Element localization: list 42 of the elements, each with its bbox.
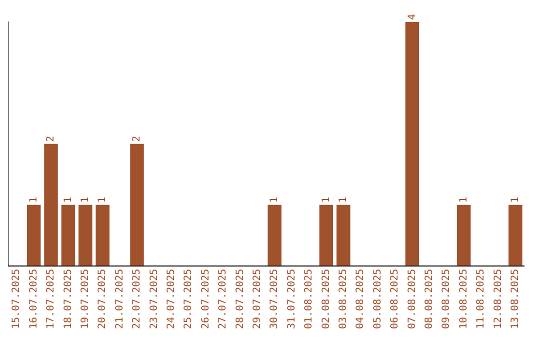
x-tick-label: 28.07.2025 xyxy=(234,268,246,330)
x-tick-label: 13.08.2025 xyxy=(510,268,521,330)
x-tick-label: 21.07.2025 xyxy=(114,268,126,330)
x-tick-label: 18.07.2025 xyxy=(62,268,74,330)
x-tick-label: 16.07.2025 xyxy=(28,268,40,330)
x-tick-label: 17.07.2025 xyxy=(46,268,57,330)
data-label: 1 xyxy=(97,196,108,203)
x-tick-label: 12.08.2025 xyxy=(492,268,504,330)
x-tick-label: 26.07.2025 xyxy=(200,268,212,330)
x-tick-label: 11.08.2025 xyxy=(476,268,487,330)
x-tick-label: 10.08.2025 xyxy=(458,268,470,330)
data-label: 2 xyxy=(46,136,57,142)
x-tick-label: 29.07.2025 xyxy=(252,268,263,330)
x-tick-label: 02.08.2025 xyxy=(320,268,332,330)
x-tick-label: 01.08.2025 xyxy=(304,268,315,330)
x-tick-label: 30.07.2025 xyxy=(269,268,280,330)
data-label: 1 xyxy=(62,196,74,203)
data-label: 1 xyxy=(320,196,332,203)
x-tick-label: 22.07.2025 xyxy=(132,268,143,330)
x-tick-label: 07.08.2025 xyxy=(406,268,418,330)
x-tick-label: 04.08.2025 xyxy=(355,268,366,330)
x-tick-label: 15.07.2025 xyxy=(11,268,22,330)
x-tick-label: 20.07.2025 xyxy=(97,268,108,330)
data-label: 1 xyxy=(510,196,521,203)
data-label: 4 xyxy=(406,14,418,20)
data-label: 2 xyxy=(132,136,143,142)
x-tick-label: 08.08.2025 xyxy=(424,268,435,330)
x-tick-label: 03.08.2025 xyxy=(338,268,349,330)
data-label: 1 xyxy=(458,196,470,203)
data-label: 1 xyxy=(269,196,280,203)
x-tick-label: 23.07.2025 xyxy=(148,268,160,330)
x-tick-label: 05.08.2025 xyxy=(372,268,384,330)
x-tick-label: 27.07.2025 xyxy=(218,268,229,330)
x-tick-label: 09.08.2025 xyxy=(441,268,452,330)
x-tick-label: 31.07.2025 xyxy=(286,268,298,330)
x-tick-label: 25.07.2025 xyxy=(183,268,194,330)
x-tick-label: 24.07.2025 xyxy=(166,268,177,330)
data-label: 1 xyxy=(80,196,91,203)
data-label: 1 xyxy=(28,196,40,203)
x-tick-label: 19.07.2025 xyxy=(80,268,91,330)
x-tick-label: 06.08.2025 xyxy=(390,268,401,330)
data-label: 1 xyxy=(338,196,349,203)
